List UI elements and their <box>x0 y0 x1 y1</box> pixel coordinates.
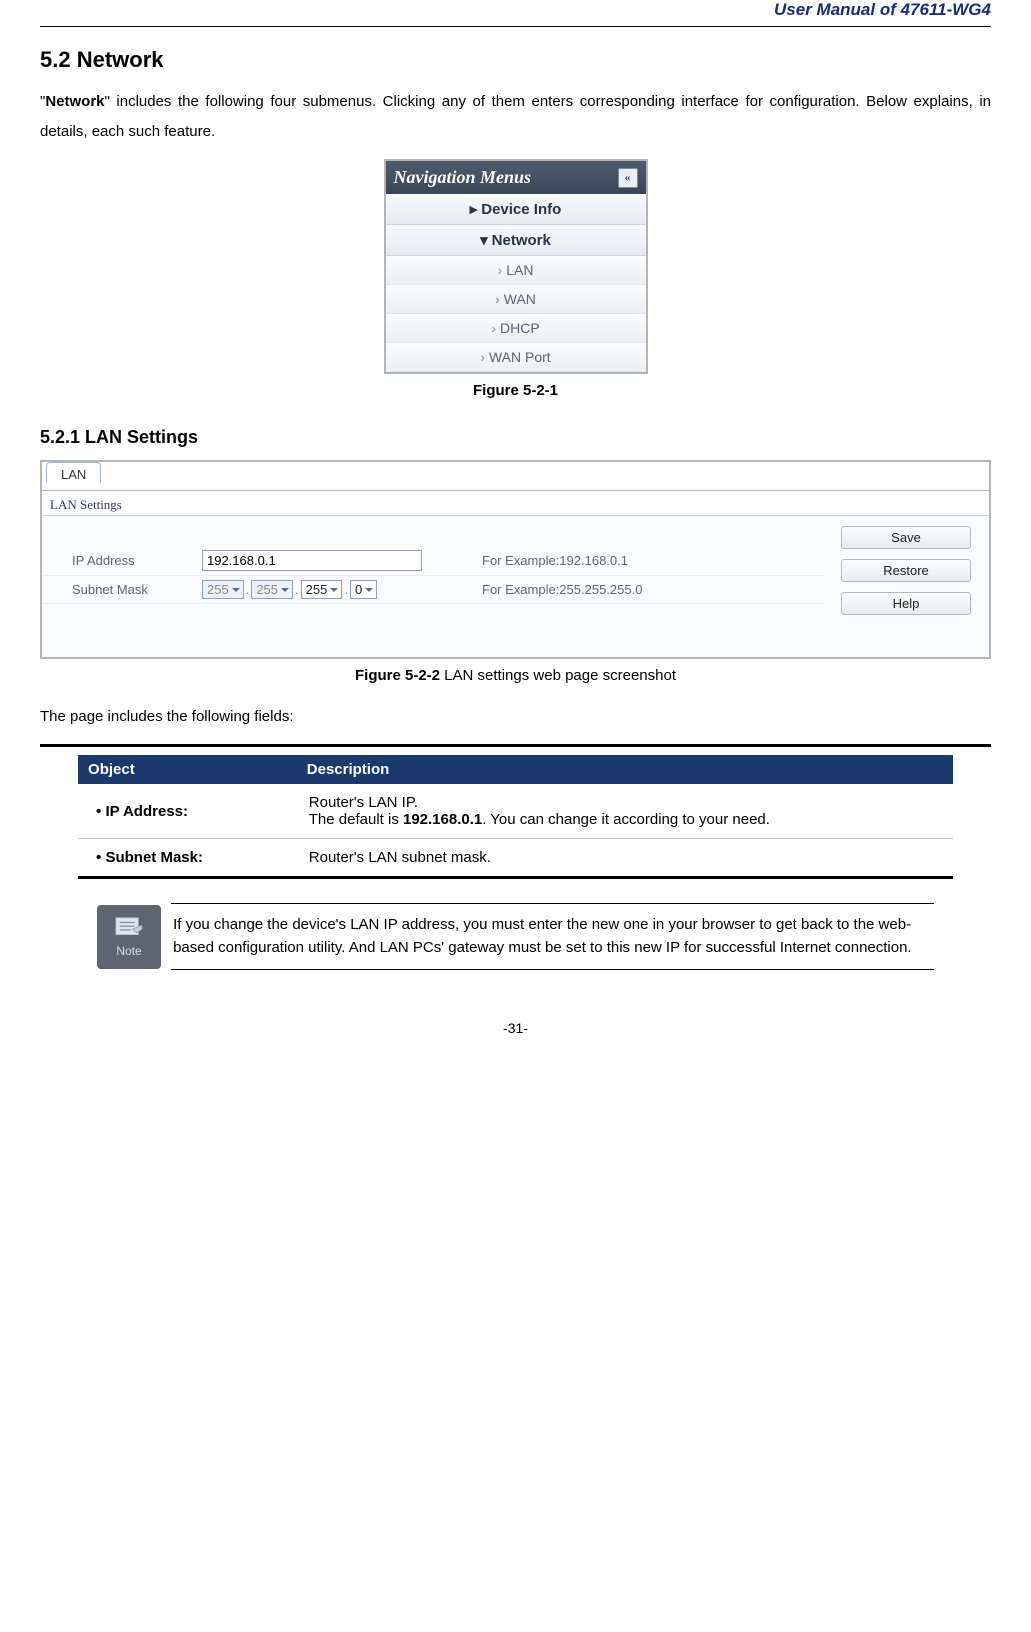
dot-sep: . <box>293 582 301 597</box>
figure-caption-522: Figure 5-2-2 LAN settings web page scree… <box>40 667 991 684</box>
nav-section-network[interactable]: ▾Network <box>386 225 646 256</box>
note-box: Note If you change the device's LAN IP a… <box>97 903 934 970</box>
nav-item-wan-port[interactable]: ›WAN Port <box>386 343 646 372</box>
desc-ip-address: Router's LAN IP. The default is 192.168.… <box>297 784 953 839</box>
tab-lan[interactable]: LAN <box>46 462 101 483</box>
intro-bold: Network <box>45 93 104 110</box>
ip-address-label: IP Address <box>42 553 202 568</box>
note-icon: Note <box>97 905 161 969</box>
ip-address-hint: For Example:192.168.0.1 <box>472 553 823 568</box>
restore-button[interactable]: Restore <box>841 559 971 582</box>
col-description: Description <box>297 755 953 784</box>
row-subnet-mask: Subnet Mask 255.255.255.0 For Example:25… <box>42 576 823 604</box>
subnet-mask-hint: For Example:255.255.255.0 <box>472 582 823 597</box>
table-row: • Subnet Mask: Router's LAN subnet mask. <box>78 839 953 877</box>
manual-header: User Manual of 47611-WG4 <box>40 0 991 27</box>
table-header-row: Object Description <box>78 755 953 784</box>
mask-octet-2-select[interactable]: 255 <box>251 580 293 599</box>
caption-bold: Figure 5-2-2 <box>355 667 440 684</box>
caret-down-icon: ▾ <box>480 232 488 249</box>
desc-line2-post: . You can change it according to your ne… <box>482 811 770 828</box>
nav-section-device-info[interactable]: ▸Device Info <box>386 194 646 225</box>
desc-line2-pre: The default is <box>309 811 403 828</box>
nav-item-label: WAN Port <box>489 349 551 365</box>
side-buttons: Save Restore Help <box>823 516 989 633</box>
desc-subnet-mask: Router's LAN subnet mask. <box>297 839 953 877</box>
table-row: • IP Address: Router's LAN IP. The defau… <box>78 784 953 839</box>
chevron-icon: › <box>498 262 503 278</box>
page-number: -31- <box>40 1020 991 1036</box>
nav-section-label: Network <box>492 232 551 249</box>
chevron-icon: › <box>495 291 500 307</box>
section-heading: 5.2 Network <box>40 47 991 73</box>
nav-item-label: DHCP <box>500 320 540 336</box>
chevron-icon: › <box>480 349 485 365</box>
nav-item-lan[interactable]: ›LAN <box>386 256 646 285</box>
caret-right-icon: ▸ <box>470 201 478 218</box>
tab-bar: LAN <box>42 462 989 491</box>
nav-item-label: WAN <box>504 291 536 307</box>
mask-octet-1-select[interactable]: 255 <box>202 580 244 599</box>
desc-line2-bold: 192.168.0.1 <box>403 811 482 828</box>
nav-item-dhcp[interactable]: ›DHCP <box>386 314 646 343</box>
help-button[interactable]: Help <box>841 592 971 615</box>
col-object: Object <box>78 755 297 784</box>
panel-title: LAN Settings <box>42 491 989 516</box>
caption-rest: LAN settings web page screenshot <box>440 667 676 684</box>
fields-table: Object Description • IP Address: Router'… <box>78 755 953 876</box>
subsection-heading: 5.2.1 LAN Settings <box>40 427 991 448</box>
nav-item-label: LAN <box>506 262 533 278</box>
nav-header: Navigation Menus « <box>386 161 646 194</box>
collapse-icon[interactable]: « <box>618 168 638 188</box>
nav-menu-screenshot: Navigation Menus « ▸Device Info ▾Network… <box>384 159 648 374</box>
row-ip-address: IP Address For Example:192.168.0.1 <box>42 546 823 576</box>
mask-octet-4-select[interactable]: 0 <box>350 580 377 599</box>
nav-title: Navigation Menus <box>394 167 532 188</box>
lan-settings-screenshot: LAN LAN Settings IP Address For Example:… <box>40 460 991 659</box>
dot-sep: . <box>342 582 350 597</box>
dot-sep: . <box>244 582 252 597</box>
chevron-icon: › <box>491 320 496 336</box>
note-text: If you change the device's LAN IP addres… <box>171 903 934 970</box>
obj-subnet-mask: • Subnet Mask: <box>78 839 297 877</box>
desc-line1: Router's LAN IP. <box>309 794 418 811</box>
section-intro: "Network" includes the following four su… <box>40 87 991 147</box>
ip-address-input[interactable] <box>202 550 422 571</box>
note-label: Note <box>116 944 141 958</box>
save-button[interactable]: Save <box>841 526 971 549</box>
obj-ip-address: • IP Address: <box>78 784 297 839</box>
mask-octet-3-select[interactable]: 255 <box>301 580 343 599</box>
figure-caption-521: Figure 5-2-1 <box>40 382 991 399</box>
lan-form: IP Address For Example:192.168.0.1 Subne… <box>42 516 823 633</box>
nav-item-wan[interactable]: ›WAN <box>386 285 646 314</box>
intro-rest: " includes the following four submenus. … <box>40 93 991 140</box>
subnet-mask-label: Subnet Mask <box>42 582 202 597</box>
nav-section-label: Device Info <box>481 201 561 218</box>
fields-intro: The page includes the following fields: <box>40 702 991 732</box>
